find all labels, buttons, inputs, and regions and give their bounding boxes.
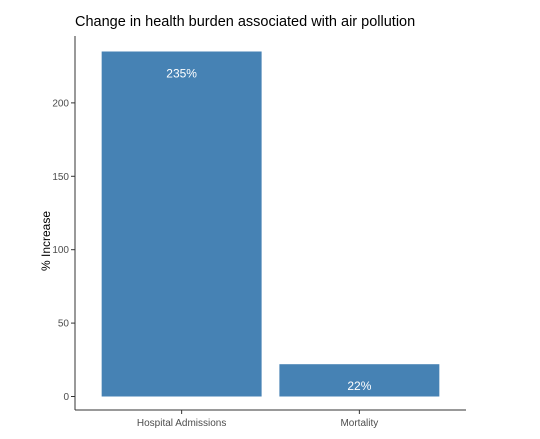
- bar-data-label: 22%: [347, 379, 371, 393]
- y-tick-label: 50: [58, 319, 70, 330]
- y-tick-label: 100: [52, 245, 69, 256]
- y-axis-label: % Increase: [39, 211, 53, 271]
- bar-data-label: 235%: [166, 66, 197, 80]
- x-tick-label: Hospital Admissions: [137, 418, 226, 429]
- x-tick-label: Mortality: [340, 418, 378, 429]
- bar-mortality: [279, 364, 440, 397]
- bar-hospital-admissions: [101, 51, 262, 397]
- chart-title: Change in health burden associated with …: [75, 14, 415, 30]
- y-tick-label: 150: [52, 172, 69, 183]
- bars-group: 235% 22%: [101, 51, 440, 397]
- y-axis-ticks: 0 50 100 150 200: [52, 98, 75, 403]
- y-tick-label: 0: [63, 392, 69, 403]
- y-tick-label: 200: [52, 98, 69, 109]
- x-axis-ticks: Hospital Admissions Mortality: [137, 410, 378, 429]
